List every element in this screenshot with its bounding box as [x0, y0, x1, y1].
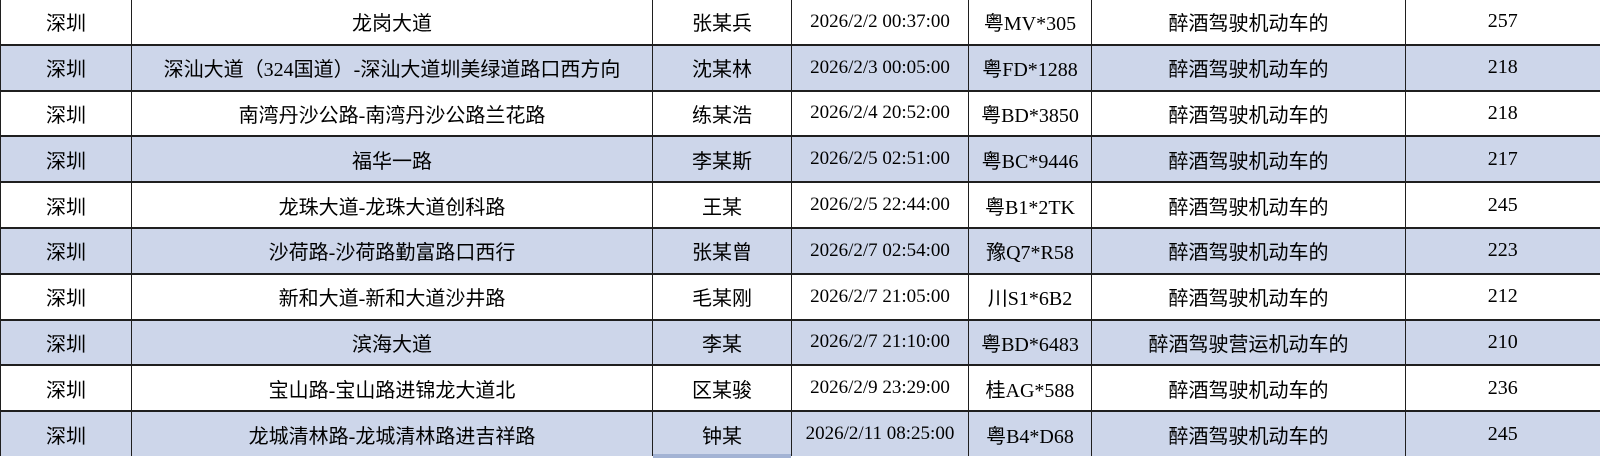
- cell-city: 深圳: [0, 181, 132, 229]
- cell-plate: 粤BD*3850: [968, 89, 1092, 138]
- cell-city: 深圳: [0, 318, 132, 367]
- cell-value: 210: [1405, 318, 1600, 367]
- cell-city: 深圳: [0, 0, 132, 46]
- cell-city: 深圳: [0, 43, 132, 92]
- cell-location: 福华一路: [131, 135, 653, 184]
- cell-datetime: 2026/2/7 02:54:00: [791, 226, 969, 275]
- table-row: 深圳 沙荷路-沙荷路勤富路口西行 张某曾 2026/2/7 02:54:00 豫Q7*R…: [0, 226, 1600, 275]
- cell-city: 深圳: [0, 226, 132, 275]
- cell-value: 257: [1405, 0, 1600, 46]
- cell-city: 深圳: [0, 272, 132, 321]
- cell-datetime: 2026/2/2 00:37:00: [791, 0, 969, 46]
- cell-datetime: 2026/2/7 21:05:00: [791, 272, 969, 321]
- cell-value: 245: [1405, 410, 1600, 456]
- table-row: 深圳 南湾丹沙公路-南湾丹沙公路兰花路 练某浩 2026/2/4 20:52:00 粤B…: [0, 89, 1600, 138]
- cell-value: 212: [1405, 272, 1600, 321]
- table-row: 深圳 龙岗大道 张某兵 2026/2/2 00:37:00 粤MV*305 醉酒驾驶机动车…: [0, 0, 1600, 46]
- cell-violation: 醉酒驾驶机动车的: [1091, 43, 1406, 92]
- cell-plate: 粤B1*2TK: [968, 181, 1092, 229]
- cell-driver-name: 张某兵: [652, 0, 792, 46]
- table-row: 深圳 龙城清林路-龙城清林路进吉祥路 钟某 2026/2/11 08:25:00 粤B4…: [0, 410, 1600, 456]
- cell-driver-name: 李某斯: [652, 135, 792, 184]
- cell-driver-name: 钟某: [652, 410, 792, 456]
- cell-driver-name: 练某浩: [652, 89, 792, 138]
- cell-driver-name: 王某: [652, 181, 792, 229]
- cell-violation: 醉酒驾驶机动车的: [1091, 272, 1406, 321]
- cell-plate: 豫Q7*R58: [968, 226, 1092, 275]
- cell-plate: 粤MV*305: [968, 0, 1092, 46]
- table-row: 深圳 宝山路-宝山路进锦龙大道北 区某骏 2026/2/9 23:29:00 桂AG*5…: [0, 364, 1600, 413]
- cell-plate: 川S1*6B2: [968, 272, 1092, 321]
- cell-driver-name: 张某曾: [652, 226, 792, 275]
- cell-violation: 醉酒驾驶机动车的: [1091, 410, 1406, 456]
- table-row: 深圳 福华一路 李某斯 2026/2/5 02:51:00 粤BC*9446 醉酒驾驶机动…: [0, 135, 1600, 184]
- cell-value: 218: [1405, 89, 1600, 138]
- table-row: 深圳 龙珠大道-龙珠大道创科路 王某 2026/2/5 22:44:00 粤B1*2TK…: [0, 181, 1600, 229]
- cell-location: 南湾丹沙公路-南湾丹沙公路兰花路: [131, 89, 653, 138]
- cell-city: 深圳: [0, 364, 132, 413]
- cell-violation: 醉酒驾驶机动车的: [1091, 89, 1406, 138]
- cell-driver-name: 区某骏: [652, 364, 792, 413]
- cell-value: 217: [1405, 135, 1600, 184]
- cell-datetime: 2026/2/3 00:05:00: [791, 43, 969, 92]
- cell-plate: 粤BC*9446: [968, 135, 1092, 184]
- cell-datetime: 2026/2/4 20:52:00: [791, 89, 969, 138]
- cell-violation: 醉酒驾驶机动车的: [1091, 364, 1406, 413]
- cell-value: 223: [1405, 226, 1600, 275]
- cell-location: 新和大道-新和大道沙井路: [131, 272, 653, 321]
- cell-plate: 粤BD*6483: [968, 318, 1092, 367]
- cell-plate: 粤B4*D68: [968, 410, 1092, 456]
- cell-violation: 醉酒驾驶营运机动车的: [1091, 318, 1406, 367]
- cell-city: 深圳: [0, 410, 132, 456]
- cell-city: 深圳: [0, 89, 132, 138]
- cell-plate: 粤FD*1288: [968, 43, 1092, 92]
- cell-violation: 醉酒驾驶机动车的: [1091, 0, 1406, 46]
- cell-datetime: 2026/2/7 21:10:00: [791, 318, 969, 367]
- cell-location: 龙城清林路-龙城清林路进吉祥路: [131, 410, 653, 456]
- cell-plate: 桂AG*588: [968, 364, 1092, 413]
- cell-location: 沙荷路-沙荷路勤富路口西行: [131, 226, 653, 275]
- cell-violation: 醉酒驾驶机动车的: [1091, 181, 1406, 229]
- next-row-top-edge: [653, 454, 791, 458]
- cell-value: 236: [1405, 364, 1600, 413]
- cell-violation: 醉酒驾驶机动车的: [1091, 226, 1406, 275]
- cell-violation: 醉酒驾驶机动车的: [1091, 135, 1406, 184]
- cell-driver-name: 毛某刚: [652, 272, 792, 321]
- cell-driver-name: 沈某林: [652, 43, 792, 92]
- cell-value: 245: [1405, 181, 1600, 229]
- table-row: 深圳 深汕大道（324国道）-深汕大道圳美绿道路口西方向 沈某林 2026/2/3 0…: [0, 43, 1600, 92]
- cell-driver-name: 李某: [652, 318, 792, 367]
- cell-location: 深汕大道（324国道）-深汕大道圳美绿道路口西方向: [131, 43, 653, 92]
- cell-datetime: 2026/2/9 23:29:00: [791, 364, 969, 413]
- table-row: 深圳 新和大道-新和大道沙井路 毛某刚 2026/2/7 21:05:00 川S1*6B…: [0, 272, 1600, 321]
- cell-datetime: 2026/2/11 08:25:00: [791, 410, 969, 456]
- cell-datetime: 2026/2/5 22:44:00: [791, 181, 969, 229]
- cell-value: 218: [1405, 43, 1600, 92]
- cell-city: 深圳: [0, 135, 132, 184]
- table-row: 深圳 滨海大道 李某 2026/2/7 21:10:00 粤BD*6483 醉酒驾驶营运机…: [0, 318, 1600, 367]
- cell-location: 滨海大道: [131, 318, 653, 367]
- cell-location: 龙珠大道-龙珠大道创科路: [131, 181, 653, 229]
- cell-location: 龙岗大道: [131, 0, 653, 46]
- cell-datetime: 2026/2/5 02:51:00: [791, 135, 969, 184]
- cell-location: 宝山路-宝山路进锦龙大道北: [131, 364, 653, 413]
